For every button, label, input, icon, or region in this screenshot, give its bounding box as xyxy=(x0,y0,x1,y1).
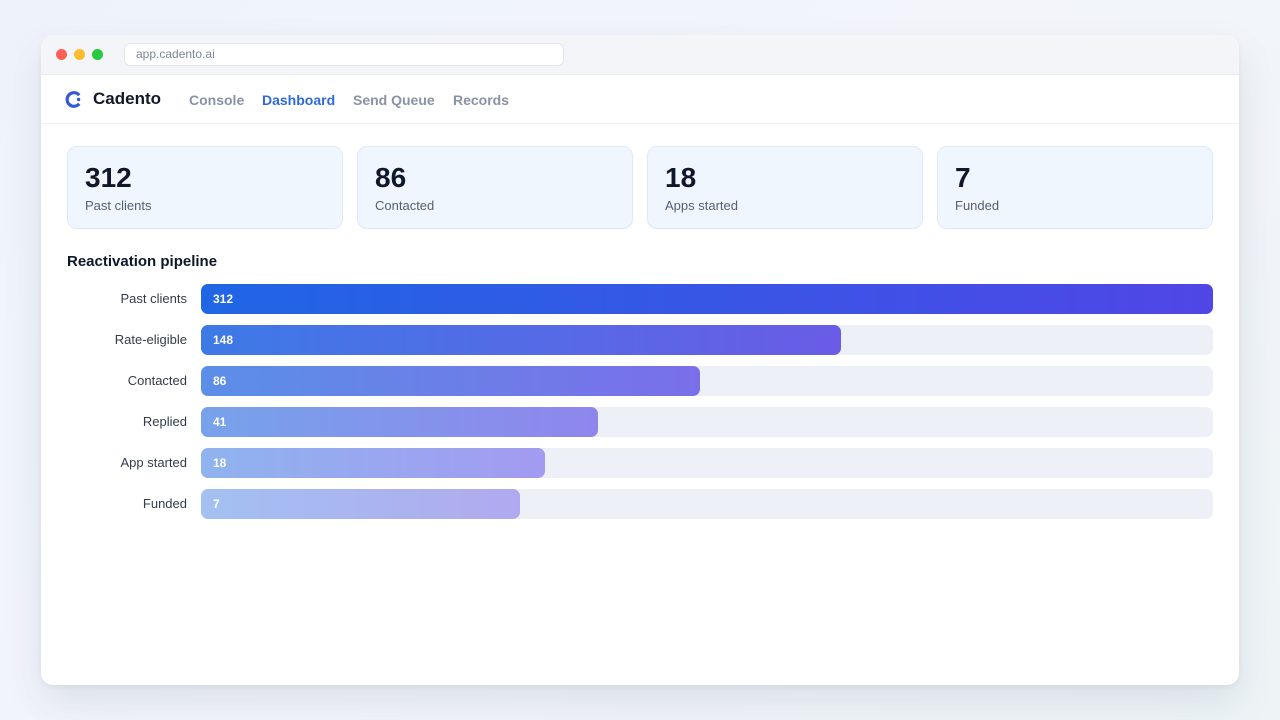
brand-name: Cadento xyxy=(93,89,161,108)
bar-label-past-clients: Past clients xyxy=(120,291,187,306)
stat-label: Contacted xyxy=(375,198,435,213)
nav-dashboard[interactable]: Dashboard xyxy=(262,92,336,108)
bar-value-past-clients: 312 xyxy=(213,292,234,306)
bar-value-rate-eligible: 148 xyxy=(213,333,234,347)
maximize-window-button[interactable] xyxy=(92,49,103,60)
bar-value-contacted: 86 xyxy=(213,374,227,388)
bar-track-funded: 7 xyxy=(201,489,1213,519)
stat-value: 7 xyxy=(955,162,971,193)
bar-track-rate-eligible: 148 xyxy=(201,325,1213,355)
top-navbar: Cadento Console Dashboard Send Queue Rec… xyxy=(41,75,1239,124)
cadento-logo-icon xyxy=(65,91,81,108)
close-window-button[interactable] xyxy=(56,49,67,60)
bar-funded[interactable]: 7 xyxy=(201,489,520,519)
bar-replied[interactable]: 41 xyxy=(201,407,598,437)
stat-card-apps-started: 18 Apps started xyxy=(647,146,923,229)
bar-rate-eligible[interactable]: 148 xyxy=(201,325,841,355)
bar-label-app-started: App started xyxy=(120,455,188,470)
stat-card-contacted: 86 Contacted xyxy=(357,146,633,229)
nav-records[interactable]: Records xyxy=(453,92,510,108)
stat-label: Funded xyxy=(955,198,1000,213)
bar-label-replied: Replied xyxy=(142,414,187,429)
bar-past-clients[interactable]: 312 xyxy=(201,284,1213,314)
browser-titlebar: app.cadento.ai xyxy=(41,35,1239,75)
stat-label: Apps started xyxy=(665,198,738,213)
stat-label: Past clients xyxy=(85,198,152,213)
stat-card-funded: 7 Funded xyxy=(937,146,1213,229)
stat-value: 18 xyxy=(665,162,697,193)
bar-value-app-started: 18 xyxy=(213,456,227,470)
bar-track-app-started: 18 xyxy=(201,448,1213,478)
address-bar[interactable]: app.cadento.ai xyxy=(124,43,564,66)
bar-value-replied: 41 xyxy=(213,415,227,429)
pipeline-title: Reactivation pipeline xyxy=(67,253,218,270)
bar-contacted[interactable]: 86 xyxy=(201,366,700,396)
bar-track-past-clients: 312 xyxy=(201,284,1213,314)
bar-track-replied: 41 xyxy=(201,407,1213,437)
bar-label-contacted: Contacted xyxy=(127,373,187,388)
stat-value: 86 xyxy=(375,162,407,193)
bar-track-contacted: 86 xyxy=(201,366,1213,396)
bar-label-rate-eligible: Rate-eligible xyxy=(114,332,187,347)
nav-send-queue[interactable]: Send Queue xyxy=(353,92,435,108)
nav-console[interactable]: Console xyxy=(189,92,245,108)
stat-card-past-clients: 312 Past clients xyxy=(67,146,343,229)
bar-value-funded: 7 xyxy=(213,497,220,511)
minimize-window-button[interactable] xyxy=(74,49,85,60)
bar-app-started[interactable]: 18 xyxy=(201,448,545,478)
bar-label-funded: Funded xyxy=(142,496,187,511)
stat-value: 312 xyxy=(85,162,132,193)
browser-window: app.cadento.ai Cadento Console Dashboard… xyxy=(41,35,1239,685)
